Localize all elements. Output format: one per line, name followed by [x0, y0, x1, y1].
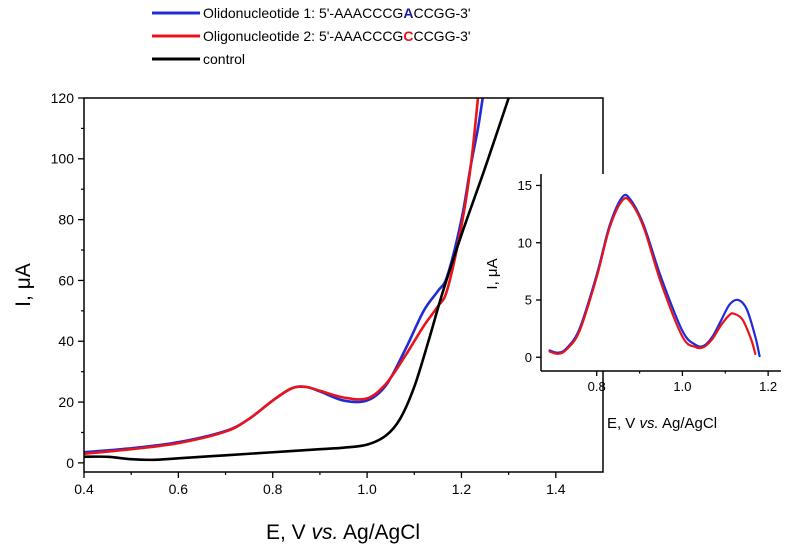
main-x-axis-label: E, V vs. Ag/AgCl: [266, 521, 420, 544]
legend-entry-3: control: [152, 51, 245, 67]
main-y-axis-label: I, μA: [12, 263, 35, 307]
main-x-tick-label: 0.4: [74, 481, 94, 497]
main-y-tick-label: 100: [51, 151, 75, 167]
main-y-tick-label: 40: [58, 333, 74, 349]
main-x-tick-label: 0.8: [263, 481, 283, 497]
main-x-tick-label: 0.6: [169, 481, 189, 497]
main-series-line-2: [84, 98, 480, 456]
inset-y-tick-label: 15: [518, 178, 532, 193]
inset-background: [541, 174, 781, 371]
main-series-line-3: [84, 98, 510, 462]
inset-y-tick-label: 10: [518, 235, 532, 250]
inset-y-tick-label: 5: [525, 293, 532, 308]
main-y-tick-label: 20: [58, 394, 74, 410]
inset-y-tick-label: 0: [525, 350, 532, 365]
inset-plot: 0.8 1.0 1.2 0 5 10 15 E, V vs. Ag/AgCl I, μA: [484, 174, 781, 432]
legend-label-2: Oligonucleotide 2: 5'-AAACCCGCCCGG-3': [203, 28, 471, 44]
legend-entry-1: Olidonucleotide 1: 5'-AAACCCGACCGG-3': [152, 5, 471, 21]
inset-x-tick-label: 1.2: [759, 379, 777, 394]
legend-label-1: Olidonucleotide 1: 5'-AAACCCGACCGG-3': [203, 5, 471, 21]
main-plot-frame: [83, 97, 604, 473]
inset-series-line-2: [548, 196, 757, 355]
main-x-tick-label: 1.4: [546, 481, 566, 497]
main-series-line-1: [84, 98, 484, 454]
main-y-tick-label: 0: [66, 455, 74, 471]
inset-axes: 0.8 1.0 1.2 0 5 10 15: [518, 178, 778, 394]
inset-x-axis-label: E, V vs. Ag/AgCl: [607, 415, 717, 432]
legend: Olidonucleotide 1: 5'-AAACCCGACCGG-3' Ol…: [152, 5, 471, 67]
main-y-tick-label: 60: [58, 272, 74, 288]
main-y-tick-label: 80: [58, 212, 74, 228]
main-series-group: [84, 98, 510, 462]
inset-y-axis-label: I, μA: [484, 258, 501, 289]
main-x-tick-label: 1.2: [452, 481, 472, 497]
inset-x-tick-label: 0.8: [588, 379, 606, 394]
legend-label-3: control: [203, 51, 245, 67]
main-x-tick-label: 1.0: [357, 481, 377, 497]
legend-entry-2: Oligonucleotide 2: 5'-AAACCCGCCCGG-3': [152, 28, 471, 44]
main-y-tick-label: 120: [51, 90, 75, 106]
inset-x-tick-label: 1.0: [673, 379, 691, 394]
inset-series-group: [548, 193, 761, 358]
